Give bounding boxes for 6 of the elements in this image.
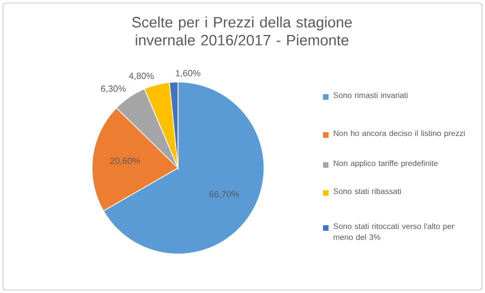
data-label: 20,60% (110, 158, 140, 166)
chart-title: Scelte per i Prezzi della stagione invernale 2016/2017 - Piemonte (132, 16, 352, 46)
data-label: 4,80% (128, 72, 154, 80)
data-label: 66,70% (209, 190, 240, 198)
data-label: 1,60% (176, 70, 200, 78)
data-label: 6,30% (101, 85, 126, 93)
